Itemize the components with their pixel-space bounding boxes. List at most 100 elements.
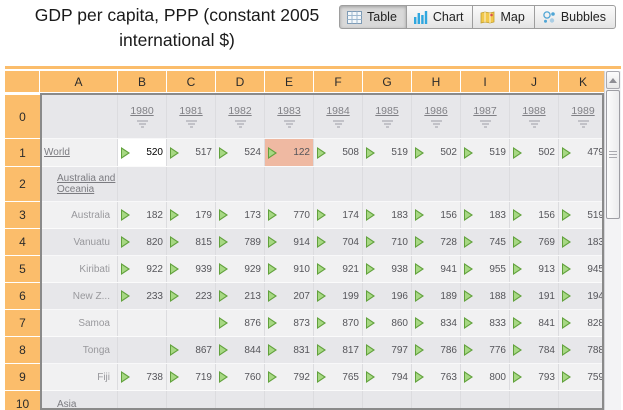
data-cell[interactable]: 122 — [265, 139, 314, 166]
data-cell[interactable] — [167, 391, 216, 408]
year-cell[interactable]: 1989 — [559, 95, 602, 138]
tab-chart[interactable]: Chart — [405, 5, 474, 29]
data-cell[interactable]: 517 — [167, 139, 216, 166]
row-header-0[interactable]: 0 — [5, 95, 40, 139]
trend-arrow-icon[interactable] — [317, 236, 326, 248]
trend-arrow-icon[interactable] — [415, 290, 424, 302]
column-header-b[interactable]: B — [118, 71, 167, 93]
trend-arrow-icon[interactable] — [513, 209, 522, 221]
trend-arrow-icon[interactable] — [121, 290, 130, 302]
data-cell[interactable]: 196 — [363, 283, 412, 309]
year-link[interactable]: 1989 — [571, 105, 595, 117]
data-cell[interactable] — [314, 391, 363, 408]
trend-arrow-icon[interactable] — [366, 236, 375, 248]
trend-arrow-icon[interactable] — [121, 263, 130, 275]
tab-bubbles[interactable]: Bubbles — [533, 5, 616, 29]
data-cell[interactable]: 831 — [265, 337, 314, 363]
data-cell[interactable] — [363, 391, 412, 408]
data-cell[interactable]: 921 — [314, 256, 363, 282]
data-cell[interactable]: 841 — [510, 310, 559, 336]
data-cell[interactable]: 745 — [461, 229, 510, 255]
country-label[interactable]: Tonga — [82, 344, 110, 356]
data-cell[interactable]: 728 — [412, 229, 461, 255]
trend-arrow-icon[interactable] — [219, 236, 228, 248]
column-header-c[interactable]: C — [167, 71, 216, 93]
data-cell[interactable]: 867 — [167, 337, 216, 363]
trend-arrow-icon[interactable] — [170, 263, 179, 275]
trend-arrow-icon[interactable] — [366, 317, 375, 329]
trend-arrow-icon[interactable] — [366, 344, 375, 356]
filter-icon[interactable] — [381, 120, 393, 128]
region-link[interactable]: Australia and Oceania — [57, 173, 116, 195]
trend-arrow-icon[interactable] — [317, 344, 326, 356]
trend-arrow-icon[interactable] — [415, 236, 424, 248]
trend-arrow-icon[interactable] — [464, 236, 473, 248]
data-cell[interactable]: 519 — [363, 139, 412, 166]
row-header-3[interactable]: 3 — [5, 202, 40, 229]
row-header-9[interactable]: 9 — [5, 364, 40, 391]
data-cell[interactable]: 502 — [412, 139, 461, 166]
trend-arrow-icon[interactable] — [562, 209, 571, 221]
trend-arrow-icon[interactable] — [513, 236, 522, 248]
data-cell[interactable]: 939 — [167, 256, 216, 282]
filter-icon[interactable] — [283, 120, 295, 128]
trend-arrow-icon[interactable] — [219, 344, 228, 356]
column-header-i[interactable]: I — [461, 71, 510, 93]
data-cell[interactable]: 199 — [314, 283, 363, 309]
trend-arrow-icon[interactable] — [464, 317, 473, 329]
trend-arrow-icon[interactable] — [268, 263, 277, 275]
data-cell[interactable]: 784 — [510, 337, 559, 363]
trend-arrow-icon[interactable] — [513, 146, 522, 159]
data-cell[interactable]: 519 — [461, 139, 510, 166]
data-cell[interactable]: 820 — [118, 229, 167, 255]
data-cell[interactable]: 914 — [265, 229, 314, 255]
data-cell[interactable]: 794 — [363, 364, 412, 390]
trend-arrow-icon[interactable] — [464, 344, 473, 356]
year-cell[interactable]: 1988 — [510, 95, 559, 138]
trend-arrow-icon[interactable] — [464, 146, 473, 159]
country-label[interactable]: Fiji — [97, 371, 110, 383]
column-header-h[interactable]: H — [412, 71, 461, 93]
data-cell[interactable] — [167, 167, 216, 201]
data-cell[interactable]: 188 — [461, 283, 510, 309]
trend-arrow-icon[interactable] — [464, 263, 473, 275]
vertical-scrollbar[interactable] — [604, 71, 621, 410]
trend-arrow-icon[interactable] — [317, 263, 326, 275]
data-cell[interactable]: 797 — [363, 337, 412, 363]
year-link[interactable]: 1980 — [130, 105, 154, 117]
year-link[interactable]: 1984 — [326, 105, 350, 117]
trend-arrow-icon[interactable] — [268, 344, 277, 356]
row-header-8[interactable]: 8 — [5, 337, 40, 364]
country-label[interactable]: Australia — [71, 209, 110, 221]
year-cell[interactable]: 1981 — [167, 95, 216, 138]
data-cell[interactable]: 789 — [216, 229, 265, 255]
trend-arrow-icon[interactable] — [170, 236, 179, 248]
data-cell[interactable]: 876 — [216, 310, 265, 336]
data-cell[interactable]: 941 — [412, 256, 461, 282]
data-cell[interactable]: 765 — [314, 364, 363, 390]
data-cell[interactable]: 189 — [412, 283, 461, 309]
trend-arrow-icon[interactable] — [464, 209, 473, 221]
data-cell[interactable]: 945 — [559, 256, 602, 282]
data-cell[interactable]: 524 — [216, 139, 265, 166]
trend-arrow-icon[interactable] — [415, 371, 424, 383]
data-cell[interactable] — [461, 167, 510, 201]
data-cell[interactable]: 770 — [265, 202, 314, 228]
data-cell[interactable] — [412, 167, 461, 201]
country-label[interactable]: Samoa — [78, 317, 110, 329]
column-header-f[interactable]: F — [314, 71, 363, 93]
trend-arrow-icon[interactable] — [513, 263, 522, 275]
trend-arrow-icon[interactable] — [219, 209, 228, 221]
data-cell[interactable] — [118, 167, 167, 201]
trend-arrow-icon[interactable] — [562, 371, 571, 383]
data-cell[interactable]: 191 — [510, 283, 559, 309]
data-cell[interactable]: 183 — [461, 202, 510, 228]
data-cell[interactable]: 182 — [118, 202, 167, 228]
filter-icon[interactable] — [234, 120, 246, 128]
data-cell[interactable]: 828 — [559, 310, 602, 336]
data-cell[interactable] — [167, 310, 216, 336]
data-cell[interactable]: 913 — [510, 256, 559, 282]
data-cell[interactable]: 776 — [461, 337, 510, 363]
data-cell[interactable]: 815 — [167, 229, 216, 255]
data-cell[interactable]: 792 — [265, 364, 314, 390]
